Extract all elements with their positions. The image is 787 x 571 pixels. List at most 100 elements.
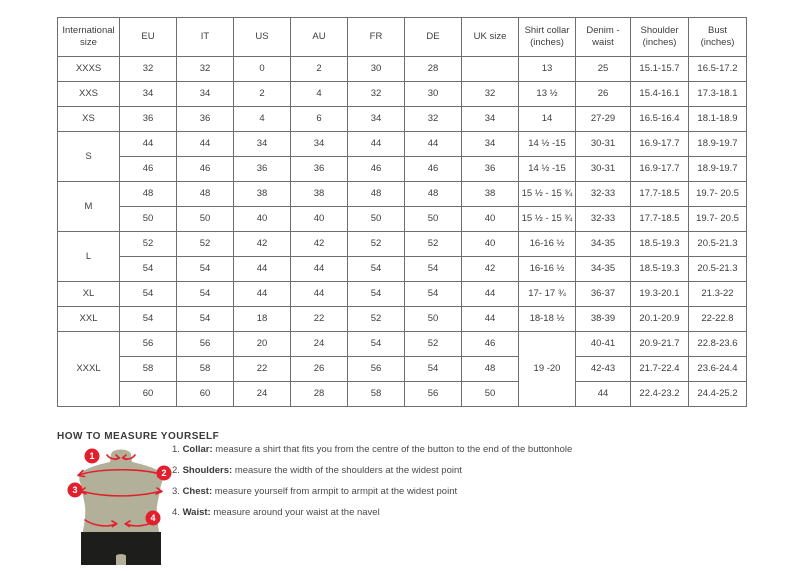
table-cell: 54 — [404, 256, 462, 282]
table-cell: 40-41 — [575, 331, 631, 357]
table-row: XXXS 32 32 0 2 30 28 13 25 15.1-15.7 16.5-17.2 — [57, 56, 747, 82]
size-table: International size EU IT US AU FR DE UK size Shi… — [57, 17, 747, 407]
table-cell: 20.5-21.3 — [688, 256, 747, 282]
table-row: XXXL 56 56 20 24 54 52 46 19 -20 40-41 20.9-21.7 22… — [57, 331, 747, 407]
column-header: Bust (inches) — [688, 17, 747, 57]
column-header: EU — [119, 17, 177, 57]
table-cell: 48 — [461, 356, 519, 382]
instruction-item: 1. Collar: measure a shirt that fits you… — [172, 444, 757, 456]
instruction-text: measure a shirt that fits you from the c… — [212, 444, 573, 455]
table-cell: 50 — [176, 206, 234, 232]
table-cell: 60 — [119, 381, 177, 407]
table-cell: 38 — [461, 181, 519, 207]
instruction-item: 4. Waist: measure around your waist at t… — [172, 507, 757, 519]
torso-illustration: 1 2 3 4 — [67, 448, 172, 565]
table-cell: 48 — [176, 181, 234, 207]
table-cell: 18.1-18.9 — [688, 106, 747, 132]
table-cell: 44 — [404, 131, 462, 157]
table-cell: 52 — [176, 231, 234, 257]
table-cell: 18.5-19.3 — [630, 256, 689, 282]
table-row: 58 58 22 26 56 54 48 42-43 21.7-22.4 23.6-24.4 — [58, 356, 747, 382]
table-cell: 32-33 — [575, 206, 631, 232]
table-cell: 52 — [119, 231, 177, 257]
marker-4-number: 4 — [150, 513, 155, 523]
table-cell: 44 — [233, 281, 291, 307]
table-cell: 24.4-25.2 — [688, 381, 747, 407]
table-cell: 44 — [461, 306, 519, 332]
table-cell: 40 — [290, 206, 348, 232]
table-cell: 0 — [233, 56, 291, 82]
table-cell: 17.7-18.5 — [630, 206, 689, 232]
table-cell: 38-39 — [575, 306, 631, 332]
instruction-text: measure around your waist at the navel — [210, 507, 380, 518]
column-header: Shoulder (inches) — [630, 17, 689, 57]
table-cell: 44 — [461, 281, 519, 307]
table-cell: 22.8-23.6 — [688, 331, 747, 357]
table-cell: 2 — [290, 56, 348, 82]
table-cell: 15.1-15.7 — [630, 56, 689, 82]
table-cell: 19.7- 20.5 — [688, 206, 747, 232]
table-cell: 54 — [404, 356, 462, 382]
table-row: 60 60 24 28 58 56 50 44 22.4-23.2 24.4-25.2 — [58, 381, 747, 407]
table-row: L 52 52 42 42 52 52 40 16-16 ½ 34-35 18.5-19.3 20.5… — [57, 231, 747, 282]
table-cell: 16.9-17.7 — [630, 156, 689, 182]
table-cell: 38 — [290, 181, 348, 207]
table-cell: 44 — [575, 381, 631, 407]
table-row: XS 36 36 4 6 34 32 34 14 27-29 16.5-16.4 18.1-18.9 — [57, 106, 747, 132]
table-cell: 19 -20 — [518, 331, 576, 407]
table-cell: M — [57, 181, 120, 232]
table-cell: 52 — [404, 331, 462, 357]
table-cell: 54 — [347, 281, 405, 307]
table-cell: 22.4-23.2 — [630, 381, 689, 407]
table-cell: 50 — [347, 206, 405, 232]
table-cell: 44 — [233, 256, 291, 282]
table-cell: 13 ½ — [518, 81, 576, 107]
chest-measure-line — [80, 490, 162, 497]
table-cell: 54 — [176, 256, 234, 282]
table-cell: 22 — [290, 306, 348, 332]
measure-heading: HOW TO MEASURE YOURSELF — [57, 431, 220, 442]
table-cell: 46 — [461, 331, 519, 357]
table-cell: 34 — [233, 131, 291, 157]
table-cell: 18-18 ½ — [518, 306, 576, 332]
table-cell: 18.9-19.7 — [688, 131, 747, 157]
table-cell: 26 — [575, 81, 631, 107]
instruction-number: 1. — [172, 444, 183, 455]
table-cell: 4 — [233, 106, 291, 132]
table-cell: 30 — [347, 56, 405, 82]
table-cell: XL — [57, 281, 120, 307]
size-table-header: International size EU IT US AU FR DE UK size Shi… — [57, 17, 747, 57]
table-cell: 20.1-20.9 — [630, 306, 689, 332]
table-cell: 18.9-19.7 — [688, 156, 747, 182]
table-cell: 40 — [461, 231, 519, 257]
instruction-number: 2. — [172, 465, 183, 476]
table-cell: 34-35 — [575, 231, 631, 257]
table-cell: 42 — [461, 256, 519, 282]
table-cell: 48 — [119, 181, 177, 207]
table-cell: 54 — [119, 256, 177, 282]
table-cell: 48 — [404, 181, 462, 207]
table-cell: 34 — [119, 81, 177, 107]
table-cell: 36 — [119, 106, 177, 132]
table-cell: 54 — [404, 281, 462, 307]
table-cell: 20.5-21.3 — [688, 231, 747, 257]
table-cell: 22 — [233, 356, 291, 382]
table-cell: 16-16 ½ — [518, 256, 576, 282]
table-row: XXL 54 54 18 22 52 50 44 18-18 ½ 38-39 20.1-20.9 22… — [57, 306, 747, 332]
marker-3-circle — [67, 482, 83, 498]
table-cell: XXL — [57, 306, 120, 332]
table-cell: 48 — [347, 181, 405, 207]
table-cell: 20.9-21.7 — [630, 331, 689, 357]
table-cell: XXXS — [57, 56, 120, 82]
table-cell: 38 — [233, 181, 291, 207]
table-cell: 58 — [347, 381, 405, 407]
table-cell: 24 — [290, 331, 348, 357]
table-cell: 19.7- 20.5 — [688, 181, 747, 207]
table-cell: 13 — [518, 56, 576, 82]
table-cell: 34 — [176, 81, 234, 107]
table-cell: 16.9-17.7 — [630, 131, 689, 157]
table-cell: 14 — [518, 106, 576, 132]
shorts-shape — [81, 532, 161, 565]
table-row: XL 54 54 44 44 54 54 44 17- 17 ¾ 36-37 19.3-20.1 21… — [57, 281, 747, 307]
table-cell: 50 — [404, 206, 462, 232]
